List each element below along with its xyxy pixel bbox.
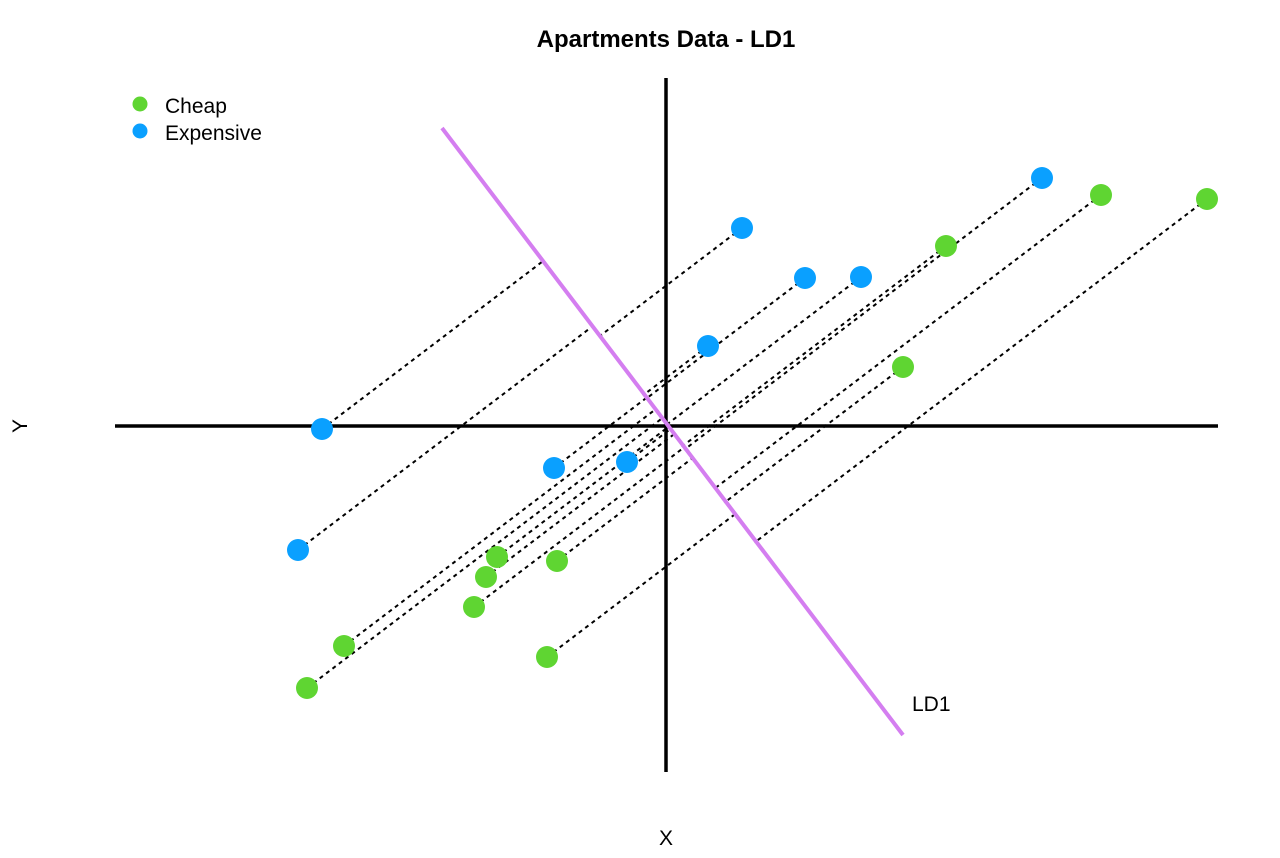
- data-point-expensive: [731, 217, 753, 239]
- data-point-expensive: [543, 457, 565, 479]
- data-point-cheap: [546, 550, 568, 572]
- projection-line: [713, 194, 1102, 490]
- projection-line: [306, 418, 662, 689]
- legend-label-expensive: Expensive: [165, 122, 262, 145]
- projection-line: [664, 276, 862, 427]
- legend: Cheap Expensive: [132, 95, 262, 145]
- data-point-expensive: [697, 335, 719, 357]
- legend-label-cheap: Cheap: [165, 95, 227, 118]
- projection-line: [683, 177, 1043, 451]
- projection-line: [297, 326, 592, 551]
- data-point-expensive: [794, 267, 816, 289]
- data-point-expensive: [287, 539, 309, 561]
- data-point-cheap: [892, 356, 914, 378]
- data-point-cheap: [486, 546, 508, 568]
- data-point-expensive: [616, 451, 638, 473]
- x-axis-label: X: [659, 827, 673, 850]
- data-points: [287, 167, 1218, 699]
- data-point-cheap: [463, 596, 485, 618]
- chart-title: Apartments Data - LD1: [537, 26, 796, 53]
- data-point-expensive: [850, 266, 872, 288]
- data-point-expensive: [311, 418, 333, 440]
- data-point-cheap: [536, 646, 558, 668]
- legend-marker-cheap: [132, 96, 148, 112]
- data-point-cheap: [475, 566, 497, 588]
- projection-line: [343, 409, 655, 647]
- ld1-discriminant-line: [440, 126, 905, 737]
- projection-line: [553, 397, 646, 469]
- projection-line: [485, 434, 674, 578]
- projection-line: [546, 514, 735, 658]
- y-axis-label: Y: [9, 419, 32, 433]
- projection-line: [644, 277, 806, 400]
- projection-line: [473, 447, 684, 608]
- projection-line: [723, 366, 904, 504]
- legend-marker-expensive: [132, 123, 148, 139]
- data-point-cheap: [935, 235, 957, 257]
- projection-line: [597, 227, 743, 338]
- projection-line: [321, 261, 543, 430]
- data-point-cheap: [333, 635, 355, 657]
- projection-line: [496, 426, 668, 558]
- ld1-label: LD1: [912, 693, 951, 716]
- data-point-cheap: [296, 677, 318, 699]
- data-point-cheap: [1196, 188, 1218, 210]
- data-point-cheap: [1090, 184, 1112, 206]
- projection-lines: [297, 177, 1208, 689]
- projection-line: [753, 198, 1208, 544]
- data-point-expensive: [1031, 167, 1053, 189]
- projection-line: [642, 345, 709, 397]
